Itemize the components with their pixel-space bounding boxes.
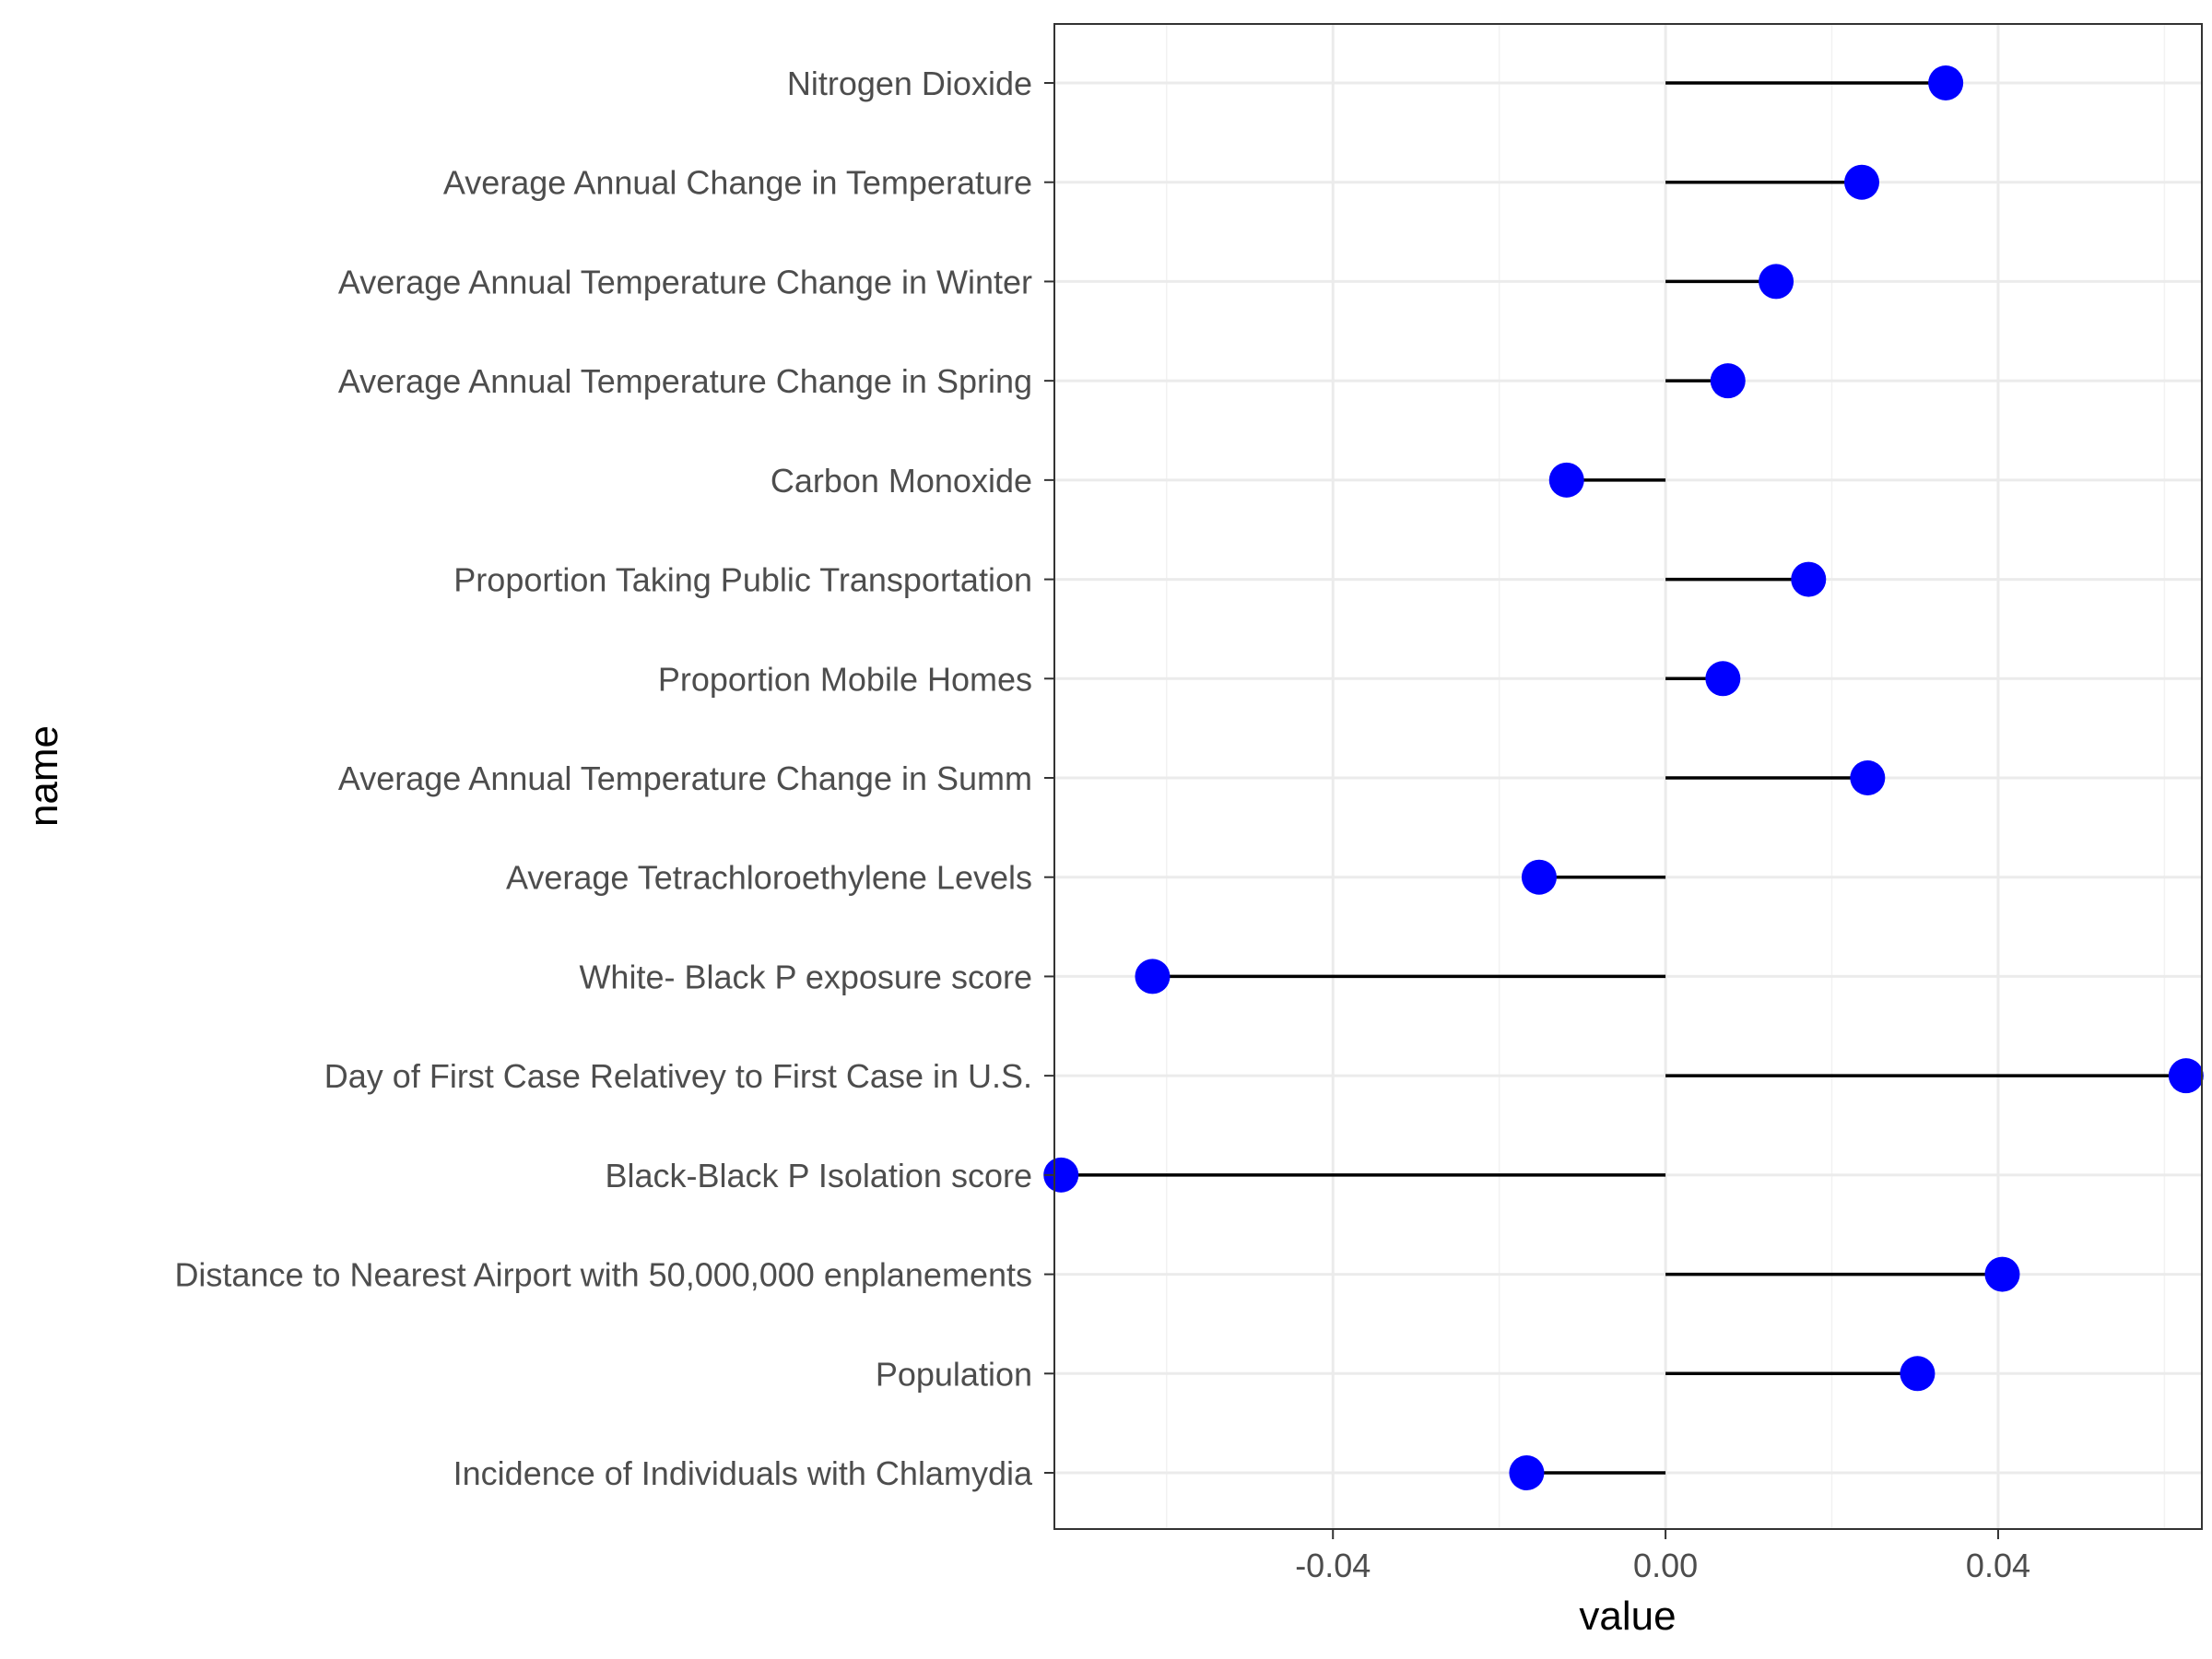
lollipop-points bbox=[1043, 65, 2204, 1490]
y-tick-label: Average Annual Change in Temperature bbox=[443, 164, 1032, 202]
grid-lines bbox=[1054, 24, 2202, 1529]
y-tick-label: Average Tetrachloroethylene Levels bbox=[506, 859, 1032, 897]
x-tick-label: -0.04 bbox=[1295, 1547, 1371, 1584]
lollipop-point bbox=[1521, 859, 1557, 895]
lollipop-point bbox=[1759, 264, 1794, 300]
lollipop-point bbox=[1928, 65, 1964, 100]
lollipop-point bbox=[1900, 1356, 1936, 1392]
y-tick-label: Carbon Monoxide bbox=[771, 462, 1032, 500]
y-axis-title: name bbox=[21, 725, 66, 827]
y-tick-label: White- Black P exposure score bbox=[579, 958, 1032, 995]
lollipop-point bbox=[1043, 1157, 1079, 1193]
y-tick-label: Incidence of Individuals with Chlamydia bbox=[453, 1454, 1033, 1492]
x-axis-title: value bbox=[1579, 1594, 1676, 1639]
x-axis-ticks: -0.04 0.00 0.04 bbox=[1295, 1529, 2030, 1584]
lollipop-point bbox=[2168, 1058, 2204, 1094]
y-tick-label: Average Annual Temperature Change in Sum… bbox=[338, 759, 1032, 797]
lollipop-point bbox=[1509, 1455, 1545, 1490]
y-tick-label: Black-Black P Isolation score bbox=[605, 1157, 1032, 1194]
x-tick-label: 0.00 bbox=[1633, 1547, 1698, 1584]
lollipop-point bbox=[1548, 462, 1584, 498]
y-tick-label: Proportion Taking Public Transportation bbox=[453, 561, 1032, 599]
y-tick-label: Population bbox=[876, 1355, 1032, 1393]
panel-border bbox=[1053, 23, 2203, 1530]
x-tick-label: 0.04 bbox=[1966, 1547, 2030, 1584]
lollipop-point bbox=[1135, 959, 1171, 994]
lollipop-point bbox=[1710, 363, 1746, 399]
y-tick-label: Day of First Case Relativey to First Cas… bbox=[324, 1057, 1032, 1095]
lollipop-point bbox=[1984, 1256, 2020, 1292]
lollipop-point bbox=[1850, 760, 1886, 795]
y-tick-label: Average Annual Temperature Change in Win… bbox=[338, 263, 1032, 300]
y-tick-label: Nitrogen Dioxide bbox=[787, 65, 1032, 102]
y-axis-ticks: Nitrogen Dioxide Average Annual Change in… bbox=[174, 65, 1054, 1492]
y-tick-label: Proportion Mobile Homes bbox=[658, 660, 1032, 698]
lollipop-point bbox=[1844, 164, 1880, 200]
y-tick-label: Average Annual Temperature Change in Spr… bbox=[338, 362, 1032, 400]
lollipop-point bbox=[1705, 661, 1741, 697]
y-tick-label: Distance to Nearest Airport with 50,000,… bbox=[174, 1256, 1032, 1294]
lollipop-point bbox=[1791, 561, 1827, 597]
